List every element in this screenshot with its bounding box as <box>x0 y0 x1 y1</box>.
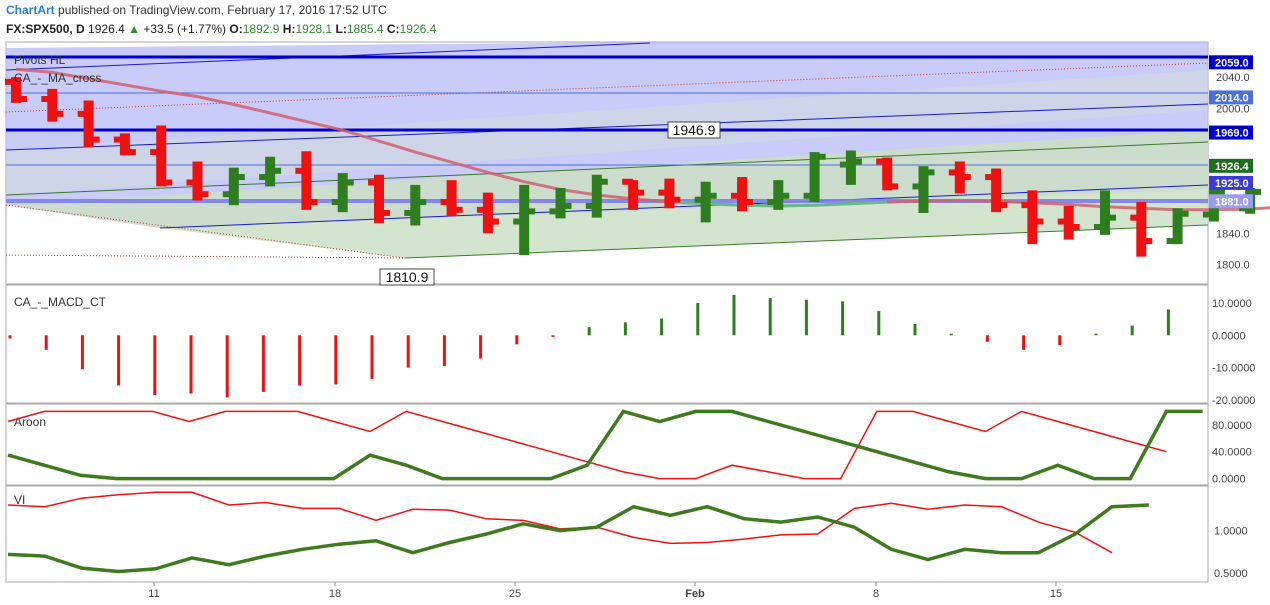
low-annotation-box <box>379 268 435 286</box>
macd-label: CA_-_MACD_CT <box>14 295 107 309</box>
pivots-hl-label: Pivots HL <box>14 53 66 67</box>
vi-y-tick: 1.0000 <box>1214 526 1248 538</box>
price-label-box <box>1209 175 1253 190</box>
price-label-box <box>1209 194 1253 209</box>
brand-name[interactable]: ChartArt <box>6 3 55 17</box>
price-label: 2059.0 <box>1215 57 1249 69</box>
low-label: L: <box>335 22 347 36</box>
macd-y-tick: 0.0000 <box>1212 330 1246 342</box>
trend-line <box>5 103 1209 151</box>
macd-y-tick: -10.0000 <box>1212 363 1255 375</box>
vi-label: VI <box>14 493 25 507</box>
macd-series: CA_-_MACD_CT <box>8 294 1170 398</box>
price-label: 1926.4 <box>1215 161 1250 173</box>
macd-y-tick: -20.0000 <box>1212 395 1255 407</box>
macd-panel <box>5 284 1209 404</box>
dotted-line <box>5 62 1209 113</box>
trend-line <box>404 224 1209 259</box>
aroon-y-tick: 0.0000 <box>1212 474 1246 486</box>
price-y-tick: 2000.0 <box>1216 103 1250 115</box>
channel-fill-green <box>6 130 1208 258</box>
aroon-series: Aroon <box>7 409 1203 481</box>
aroon-line-green <box>7 409 1203 481</box>
price-label: 1969.0 <box>1215 128 1249 140</box>
aroon-panel <box>5 403 1209 486</box>
symbol: FX:SPX500, D <box>6 22 85 36</box>
axes: 2040.0 2000.0 1840.0 1800.0 2059.0 2014.0 1969… <box>148 55 1255 600</box>
vi-series: VI <box>7 491 1149 574</box>
aroon-line-red <box>7 410 1167 480</box>
price-label-box <box>1209 55 1253 70</box>
vi-line-green <box>7 503 1149 574</box>
price-change: +33.5 (+1.77%) <box>143 22 227 36</box>
symbol-header: FX:SPX500, D 1926.4 ▲ +33.5 (+1.77%) O:1… <box>6 22 436 36</box>
up-triangle-icon: ▲ <box>128 22 140 36</box>
x-tick-label: 11 <box>148 588 159 600</box>
dotted-line <box>5 204 406 259</box>
open-label: O: <box>229 22 243 36</box>
price-label: 1881.0 <box>1215 196 1249 208</box>
close-label: C: <box>386 22 400 36</box>
x-tick-label: 25 <box>509 588 521 600</box>
vi-y-tick: 0.5000 <box>1214 568 1248 580</box>
x-tick-label: 15 <box>1050 588 1062 600</box>
price-y-tick: 2040.0 <box>1216 72 1250 84</box>
high-label: H: <box>282 22 296 36</box>
high-annotation-box <box>667 121 721 139</box>
high-value: 1928.1 <box>295 22 333 36</box>
price-label-box <box>1209 90 1253 105</box>
aroon-y-tick: 40.0000 <box>1212 447 1252 459</box>
price-label-box <box>1209 125 1253 140</box>
publish-header: ChartArt published on TradingView.com, F… <box>6 3 387 17</box>
close-value: 1926.4 <box>399 22 437 36</box>
aroon-y-tick: 80.0000 <box>1212 420 1252 432</box>
open-value: 1892.9 <box>242 22 280 36</box>
ma-cross-line <box>15 67 1270 212</box>
publish-info: published on TradingView.com, February 1… <box>58 3 387 17</box>
price-y-tick: 1840.0 <box>1216 228 1250 240</box>
ma-cross-label: CA_-_MA_cross <box>14 71 101 85</box>
macd-y-tick: 10.0000 <box>1212 298 1252 310</box>
high-annotation: 1946.9 <box>673 122 716 138</box>
dotted-line <box>5 254 406 259</box>
low-value: 1885.4 <box>346 22 384 36</box>
vi-panel <box>5 485 1209 583</box>
price-y-tick: 1800.0 <box>1216 259 1250 271</box>
last-price: 1926.4 <box>88 22 125 36</box>
price-label-box <box>1209 158 1253 173</box>
price-series: 1946.9 1810.9 Pivots HL CA_-_MA_cross <box>5 53 1270 286</box>
price-label: 2014.0 <box>1215 92 1249 104</box>
low-annotation: 1810.9 <box>386 269 429 285</box>
x-tick-label: 8 <box>873 588 879 600</box>
aroon-label: Aroon <box>14 415 46 429</box>
trend-line <box>5 141 1209 196</box>
x-tick-label: 18 <box>329 588 341 600</box>
x-tick-label: Feb <box>685 588 705 600</box>
price-label: 1925.0 <box>1215 178 1249 190</box>
